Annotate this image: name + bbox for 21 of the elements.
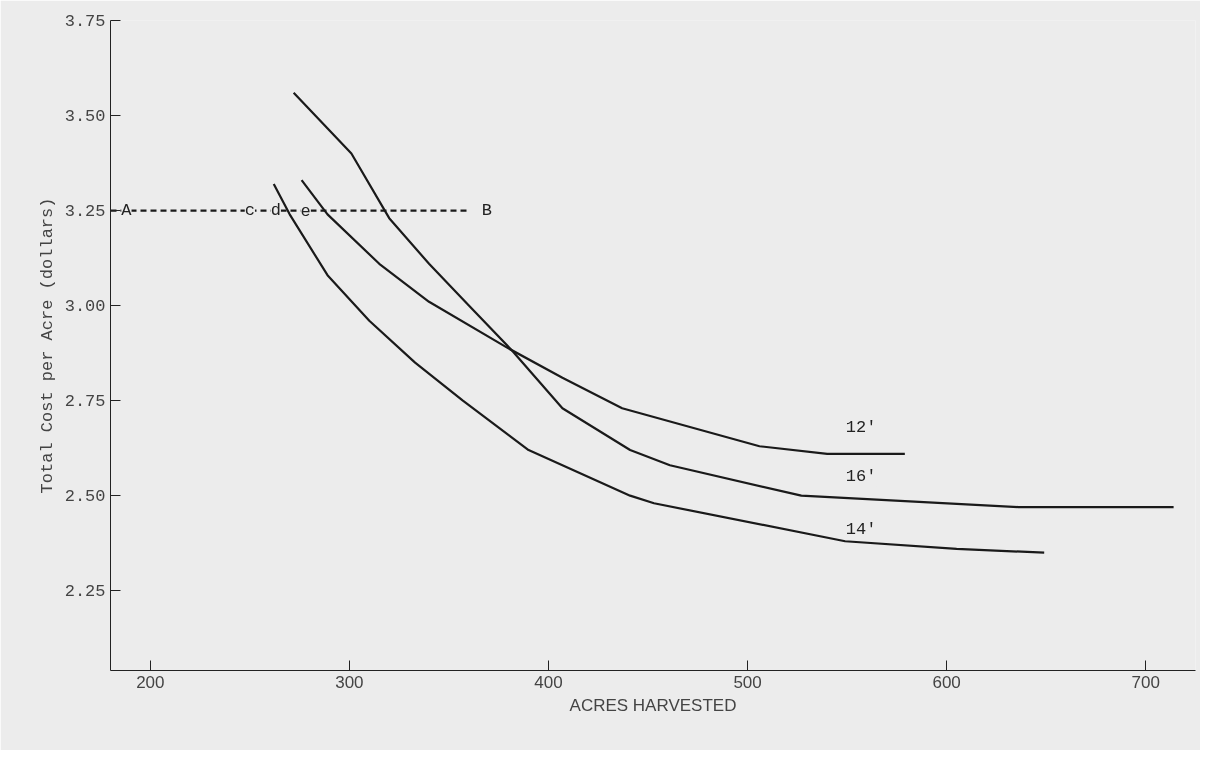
y-tick-label: 3.00 (64, 297, 106, 317)
y-tick-label: 2.25 (64, 582, 106, 602)
x-tick-label: 300 (335, 672, 364, 692)
annotation: A (121, 201, 133, 221)
x-tick-label: 600 (932, 672, 961, 692)
annotation: 12' (845, 417, 877, 437)
y-tick-label: 3.25 (64, 202, 106, 222)
y-tick-label: 3.75 (64, 12, 106, 31)
x-axis-title: ACRES HARVESTED (569, 695, 737, 715)
annotation: 14' (845, 520, 877, 540)
y-tick-label: 2.75 (64, 392, 106, 412)
y-axis-title: Total Cost per Acre (dollars) (37, 197, 57, 494)
annotation: B (481, 201, 492, 221)
x-tick-label: 700 (1131, 672, 1160, 692)
x-tick-label: 200 (136, 672, 165, 692)
x-tick-label: 400 (534, 672, 563, 692)
annotation: e (300, 202, 311, 222)
y-tick-label: 3.50 (64, 107, 106, 127)
x-tick-label: 500 (733, 672, 762, 692)
y-tick-label: 2.50 (64, 487, 106, 507)
annotation: 16' (845, 467, 877, 487)
